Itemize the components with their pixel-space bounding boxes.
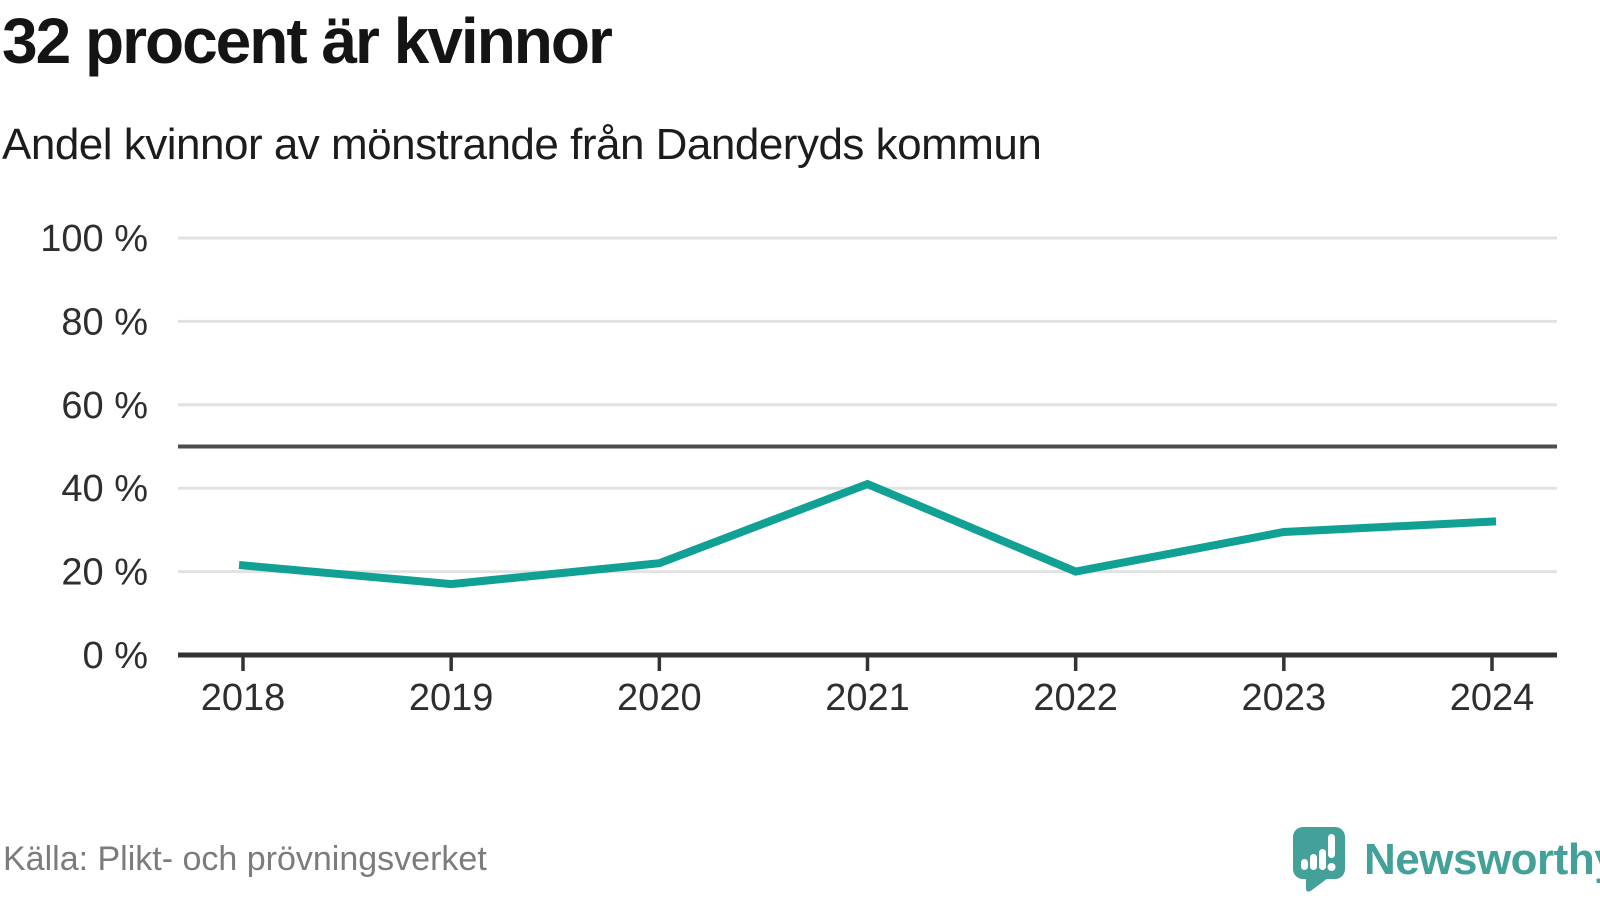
x-tick-label-2021: 2021 (825, 677, 910, 719)
x-tick-label-2020: 2020 (617, 677, 702, 719)
logo-bar-1 (1301, 859, 1308, 870)
y-tick-label-60: 60 % (61, 385, 148, 427)
newsworthy-logo-text: Newsworthy (1364, 835, 1600, 884)
chart-title: 32 procent är kvinnor (2, 5, 613, 77)
logo-bubble-tail (1306, 878, 1328, 892)
x-tick-label-2023: 2023 (1242, 677, 1327, 719)
y-tick-label-40: 40 % (61, 468, 148, 510)
x-tick-label-2018: 2018 (201, 677, 286, 719)
source-note: Källa: Plikt- och prövningsverket (3, 840, 487, 878)
newsworthy-logo: Newsworthy (1290, 824, 1600, 894)
newsworthy-logo-icon (1293, 827, 1345, 892)
chart-subtitle: Andel kvinnor av mönstrande från Dandery… (2, 120, 1042, 169)
logo-exclamation-bar (1328, 834, 1335, 858)
x-tick-label-2022: 2022 (1033, 677, 1118, 719)
y-tick-label-80: 80 % (61, 301, 148, 343)
y-tick-label-0: 0 % (83, 635, 148, 677)
x-tick-label-2019: 2019 (409, 677, 494, 719)
y-tick-label-100: 100 % (40, 218, 148, 260)
logo-bar-3 (1319, 849, 1326, 870)
line-chart: 0 % 20 % 40 % 60 % 80 % 100 % 2018 2019 2020 2021… (40, 218, 1557, 719)
x-tick-label-2024: 2024 (1450, 677, 1535, 719)
logo-exclamation-dot (1327, 863, 1336, 871)
y-tick-label-20: 20 % (61, 552, 148, 594)
series-line (238, 479, 1497, 589)
logo-bar-2 (1310, 854, 1317, 870)
